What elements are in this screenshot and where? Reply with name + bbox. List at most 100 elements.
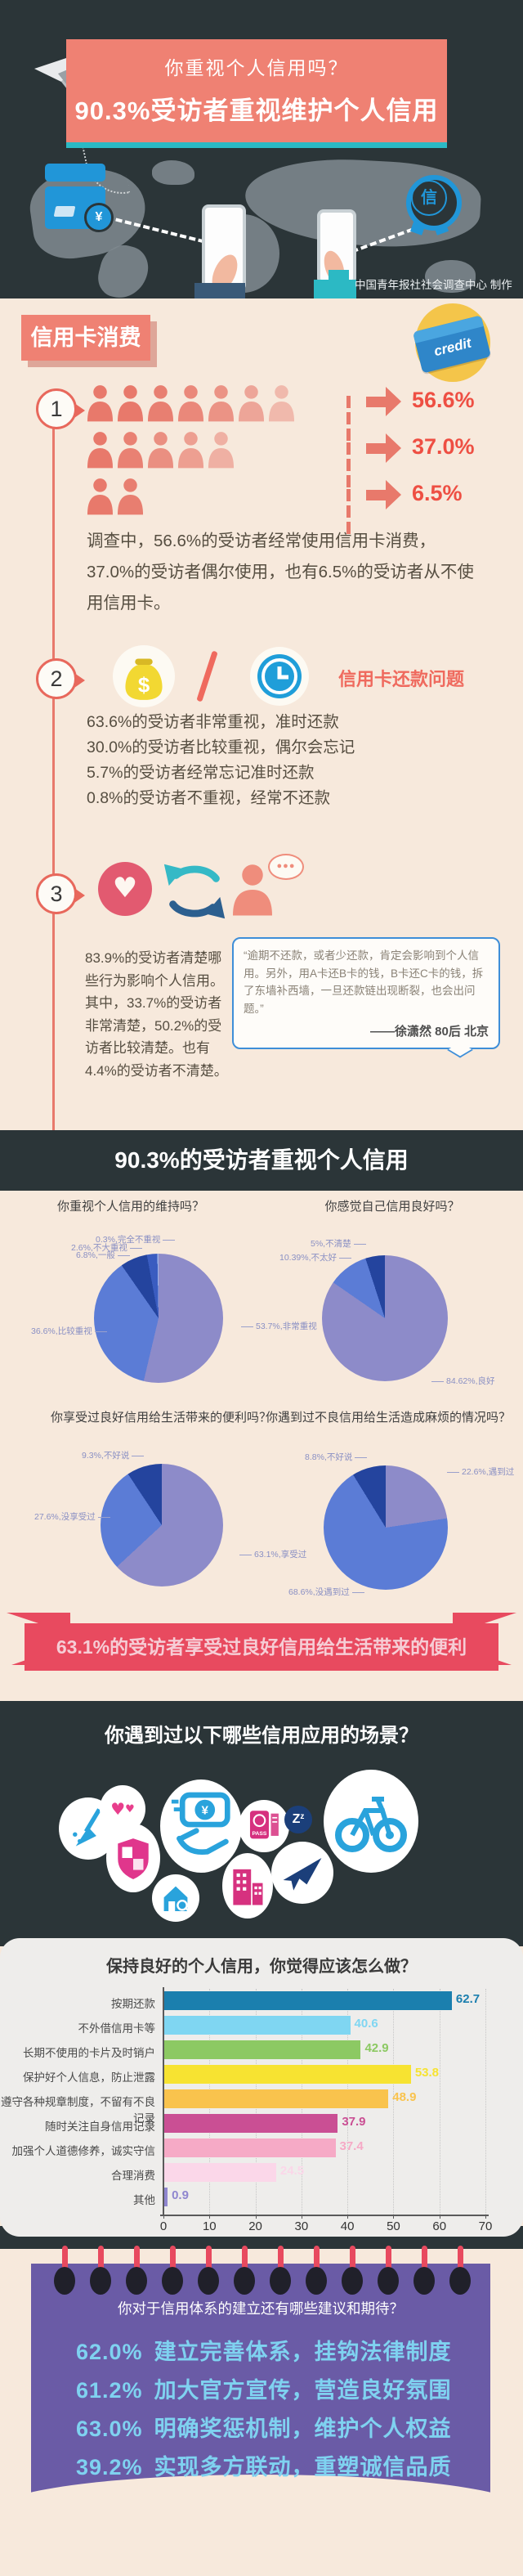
headline-band: 90.3%的受访者重视个人信用: [0, 1130, 523, 1191]
map-australia: [425, 260, 476, 293]
credit-card-section: 信用卡消费 credit 1 2 3 56.6% 37.0% 6.5% 调查中，…: [0, 298, 523, 1182]
pie-chart-title: 你感觉自己信用良好吗？: [324, 1200, 460, 1214]
pie-slice-label: 0.3%,完全不重视: [96, 1233, 175, 1245]
axis-tick-label: 70: [478, 2219, 493, 2233]
highlight-banner: 63.1%的受访者享受过良好信用给生活带来的便利: [25, 1623, 498, 1671]
pie-slice-label: 5%,不清楚: [311, 1237, 366, 1250]
speed-bars-icon: [346, 442, 352, 491]
pie-slice-label: 22.6%,遇到过: [447, 1465, 514, 1478]
bar-category-label: 合理消费: [111, 2170, 155, 2182]
repayment-stat-line: 0.8%的受访者不重视，经常不还款: [87, 789, 330, 807]
row-percentage: 37.0%: [412, 434, 475, 459]
person-icon: [87, 478, 114, 519]
bar-category-label: 加强个人道德修养，诚实守信: [11, 2145, 156, 2157]
heart-icon: ♥: [98, 862, 152, 916]
arrow-icon: [386, 480, 401, 509]
map-greenland: [152, 160, 194, 185]
suggestions-section: 你对于信用体系的建立还有哪些建议和期待？ 62.0% 建立完善体系，挂钩法律制度 6…: [0, 2246, 523, 2576]
suggestion-text: 实现多方联动，重塑诚信品质: [154, 2455, 452, 2480]
buildings-icon: [222, 1853, 273, 1919]
step-1-text: 调查中，56.6%的受访者经常使用信用卡消费，37.0%的受访者偶尔使用，也有6…: [87, 532, 474, 613]
row-percentage: 56.6%: [412, 388, 475, 412]
pie-slice-label: 68.6%,没遇到过: [288, 1586, 364, 1598]
person-icon: [87, 384, 114, 426]
speed-bars-icon: [346, 396, 352, 445]
suggestion-percent: 63.0%: [76, 2417, 143, 2441]
bar: [163, 2065, 411, 2084]
pie-chart: [322, 1255, 448, 1381]
suggestion-item: 63.0% 明确奖惩机制，维护个人权益: [76, 2411, 452, 2449]
bar-row: 合理消费 24.5: [0, 2161, 523, 2185]
pass-label: PASS: [252, 1831, 266, 1837]
suggestion-percent: 61.2%: [76, 2378, 143, 2403]
pie-slice-label: 10.39%,不太好: [279, 1251, 351, 1263]
bar-value: 24.5: [279, 2164, 305, 2178]
person-icon: [117, 431, 144, 473]
suggestion-item: 61.2% 加大官方宣传，营造良好氛围: [76, 2372, 452, 2411]
axis-tick: [485, 2215, 486, 2219]
bar-category-label: 遵守各种规章制度，不留有不良记录: [1, 2096, 155, 2125]
axis-tick: [163, 2215, 164, 2219]
person-icon: [147, 431, 174, 473]
quote-text: “逾期不还款，或者少还款，肯定会影响到个人信用。另外，用A卡还B卡的钱，B卡还C…: [244, 949, 484, 1015]
bar-row: 保护好个人信息，防止泄露 53.8: [0, 2062, 523, 2087]
pie-chart: [324, 1465, 448, 1590]
bar-category-label: 保护好个人信息，防止泄露: [23, 2071, 155, 2084]
person-icon: [208, 384, 235, 426]
axis-tick-label: 10: [202, 2219, 217, 2233]
person-icon: [147, 384, 174, 426]
bicycle-icon: [324, 1770, 418, 1873]
pie-slice-label: 53.7%,非常重视: [241, 1320, 317, 1332]
bar-category-label: 长期不使用的卡片及时销户: [23, 2047, 155, 2059]
pie-chart-title: 你遇到过不良信用给生活造成麻烦的情况吗？: [265, 1411, 511, 1425]
suggestion-text: 加大官方宣传，营造良好氛围: [154, 2378, 452, 2403]
bar: [163, 2138, 336, 2157]
header-title: 90.3%受访者重视维护个人信用: [74, 96, 439, 125]
repayment-stat-line: 63.6%的受访者非常重视，准时还款: [87, 713, 339, 731]
pie-slice-label: 2.6%,不大重视: [71, 1241, 142, 1254]
cycle-arrows-icon: [163, 864, 226, 919]
bar-chart-section: 保持良好的个人信用，你觉得应该怎么做？ 0 10 20 30 40 50 60 70 按期还款…: [0, 1938, 523, 2237]
bar: [163, 2114, 338, 2133]
pie-slice-label: 27.6%,没享受过: [34, 1510, 110, 1523]
pie-charts-section: 63.1%的受访者享受过良好信用给生活带来的便利 你重视个人信用的维持吗？ 53.…: [0, 1191, 523, 1701]
person-icon: [87, 431, 114, 473]
bar-value: 37.9: [342, 2115, 366, 2129]
person-icon: [117, 478, 144, 519]
axis-tick-label: 30: [294, 2219, 309, 2233]
credit-card-slot: [53, 206, 76, 217]
step-2-lines: 63.6%的受访者非常重视，准时还款 30.0%的受访者比较重视，偶尔会忘记 5.7…: [87, 710, 355, 811]
bar: [163, 2188, 168, 2206]
pie-chart: [101, 1464, 223, 1586]
suggestion-percent: 62.0%: [76, 2340, 143, 2364]
pie-slice-label: 36.6%,比较重视: [31, 1325, 107, 1337]
pie-slice-label: 84.62%,良好: [431, 1375, 495, 1387]
suggestions-list: 62.0% 建立完善体系，挂钩法律制度 61.2% 加大官方宣传，营造良好氛围 63.0…: [76, 2334, 452, 2488]
step-2-title: 信用卡还款问题: [338, 669, 465, 689]
section-label: 信用卡消费: [21, 315, 150, 361]
shield-icon: [106, 1824, 160, 1892]
bar-category-label: 不外借信用卡等: [78, 2022, 156, 2035]
arrow-icon: [366, 397, 386, 407]
bar-category-label: 按期还款: [111, 1998, 155, 2010]
pie-slice-label: 9.3%,不好说: [82, 1449, 144, 1461]
repayment-stat-line: 5.7%的受访者经常忘记准时还款: [87, 764, 315, 782]
person-row: 37.0%: [87, 431, 475, 487]
person-icon: [233, 864, 272, 916]
speed-bars-icon: [346, 489, 352, 538]
person-icon: [177, 384, 204, 426]
person-row: 56.6%: [87, 384, 475, 441]
bar-chart-title: 保持良好的个人信用，你觉得应该怎么做？: [106, 1958, 417, 1976]
row-percentage: 6.5%: [412, 481, 463, 505]
credit-card-icon: [45, 164, 105, 182]
bar: [163, 2040, 361, 2059]
pie-slice-label: 8.8%,不好说: [305, 1451, 367, 1463]
bar-value: 53.8: [414, 2066, 440, 2080]
pie-chart-title: 你享受过良好信用给生活带来的便利吗？: [50, 1411, 271, 1425]
bar-row: 加强个人道德修养，诚实守信 37.4: [0, 2136, 523, 2161]
header-banner: 你重视个人信用吗？ 90.3%受访者重视维护个人信用: [66, 39, 447, 142]
panel-notch: [0, 2475, 523, 2547]
slash-divider: [196, 650, 218, 702]
